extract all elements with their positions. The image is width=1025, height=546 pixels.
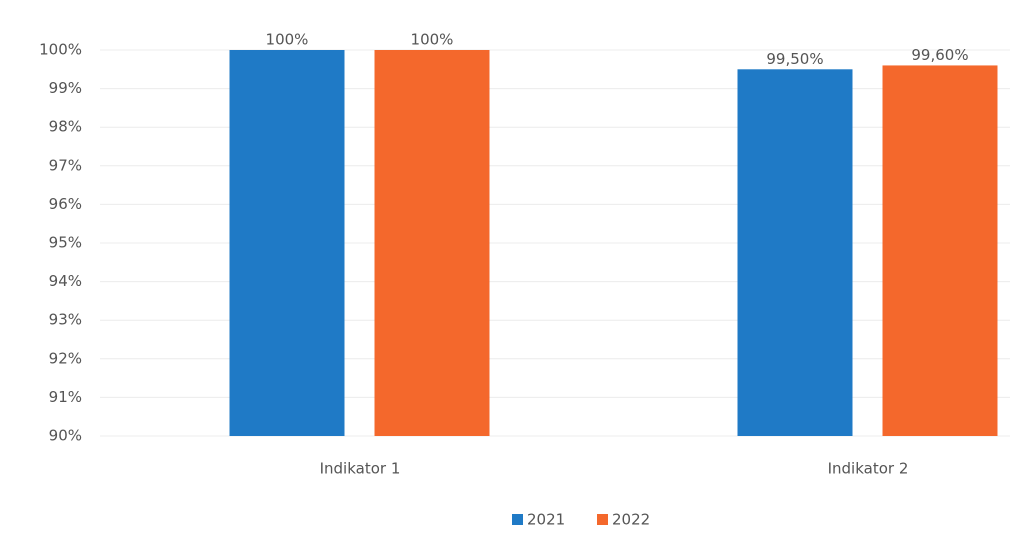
y-tick-label: 99% [49, 79, 82, 97]
data-label: 100% [411, 31, 454, 49]
y-tick-label: 93% [49, 311, 82, 329]
data-label: 100% [266, 31, 309, 49]
y-tick-label: 97% [49, 156, 82, 174]
y-tick-label: 92% [49, 349, 82, 367]
data-label: 99,50% [766, 50, 823, 68]
legend-swatch [597, 514, 608, 525]
x-tick-label: Indikator 2 [828, 460, 909, 478]
y-tick-label: 100% [39, 41, 82, 59]
data-label: 99,60% [911, 46, 968, 64]
y-tick-label: 95% [49, 234, 82, 252]
y-tick-label: 90% [49, 427, 82, 445]
x-tick-label: Indikator 1 [320, 460, 401, 478]
bar [882, 65, 998, 436]
y-tick-label: 98% [49, 118, 82, 136]
y-tick-label: 96% [49, 195, 82, 213]
y-tick-label: 91% [49, 388, 82, 406]
legend-label: 2022 [612, 511, 650, 529]
legend-swatch [512, 514, 523, 525]
legend-label: 2021 [527, 511, 565, 529]
y-tick-label: 94% [49, 272, 82, 290]
bar [737, 69, 853, 437]
bar [374, 50, 490, 436]
bar [229, 50, 345, 436]
